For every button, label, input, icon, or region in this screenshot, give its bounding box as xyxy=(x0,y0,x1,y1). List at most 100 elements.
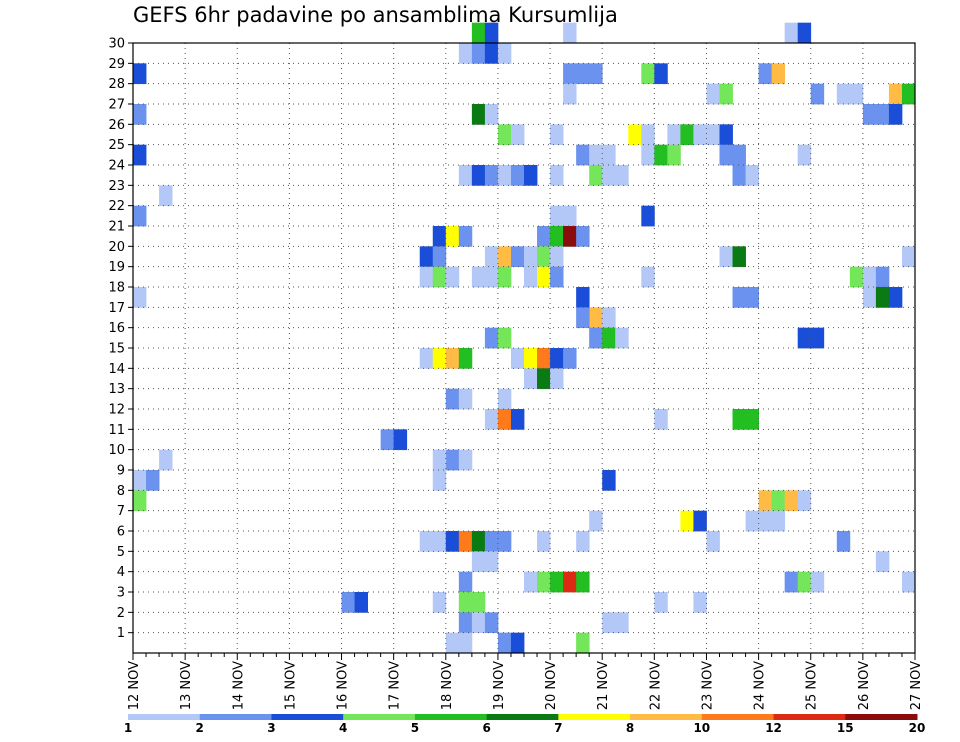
precip-cell xyxy=(133,104,147,125)
colorbar: 1 2 3 4 5 6 7 8 10 12 15 20 xyxy=(124,714,925,735)
precip-cell xyxy=(745,510,759,532)
precip-cell xyxy=(654,63,668,85)
precip-cell xyxy=(432,226,447,247)
precip-cell xyxy=(576,632,590,654)
y-tick-label: 21 xyxy=(108,220,125,235)
precip-cell xyxy=(745,409,759,430)
precip-cell xyxy=(432,531,447,552)
precip-cell xyxy=(458,348,473,369)
y-tick-label: 6 xyxy=(117,525,125,540)
precip-cell xyxy=(497,388,512,410)
precip-cell xyxy=(133,144,147,166)
precip-cell xyxy=(641,63,655,85)
precip-cell xyxy=(563,83,577,105)
precip-cell xyxy=(133,205,147,227)
precip-cell xyxy=(471,165,486,186)
cells-layer xyxy=(133,22,916,654)
precip-cell xyxy=(419,246,434,268)
precip-cell xyxy=(510,124,525,146)
precip-cell xyxy=(810,571,825,593)
colorbar-segment xyxy=(343,714,416,720)
precip-cell xyxy=(432,348,447,369)
precip-cell xyxy=(524,266,538,288)
precip-cell xyxy=(680,510,694,532)
precip-cell xyxy=(719,246,733,268)
colorbar-segment xyxy=(128,714,201,720)
precip-cell xyxy=(445,531,460,552)
precip-cell xyxy=(484,551,499,573)
precip-cell xyxy=(159,185,173,207)
x-tick-label: 25 NOV xyxy=(805,661,820,710)
colorbar-segment xyxy=(773,714,846,720)
precip-cell xyxy=(563,348,577,369)
precip-cell xyxy=(576,531,590,552)
precip-cell xyxy=(810,327,825,349)
precip-cell xyxy=(458,388,473,410)
y-tick-label: 24 xyxy=(108,159,125,174)
precip-cell xyxy=(432,246,447,268)
precip-cell xyxy=(471,592,486,613)
precip-cell xyxy=(524,368,538,390)
precip-cell xyxy=(589,144,603,166)
precip-cell xyxy=(537,226,551,247)
y-tick-label: 25 xyxy=(108,138,125,153)
y-tick-label: 3 xyxy=(117,586,125,601)
precip-cell xyxy=(758,490,773,512)
colorbar-segment xyxy=(414,714,488,720)
precip-cell xyxy=(133,63,147,85)
precip-cell xyxy=(484,165,499,186)
x-tick-label: 12 NOV xyxy=(127,661,142,710)
colorbar-segment xyxy=(845,714,918,720)
precip-cell xyxy=(771,510,786,532)
precip-cell xyxy=(589,327,603,349)
colorbar-label: 1 xyxy=(124,721,132,735)
x-tick-label: 15 NOV xyxy=(283,661,298,710)
x-tick-label: 18 NOV xyxy=(440,661,455,710)
precip-cell xyxy=(589,307,603,329)
precip-cell xyxy=(133,490,147,512)
colorbar-label: 15 xyxy=(837,721,854,735)
precip-cell xyxy=(471,22,486,44)
precip-cell xyxy=(784,571,799,593)
precip-cell xyxy=(641,124,655,146)
y-tick-label: 16 xyxy=(108,321,125,336)
precip-cell xyxy=(719,83,733,105)
precip-cell xyxy=(901,83,916,105)
precip-cell xyxy=(797,22,812,44)
grid-layer xyxy=(133,42,915,653)
colorbar-segment xyxy=(199,714,272,720)
colorbar-segment xyxy=(701,714,775,720)
y-axis: 1234567891011121314151617181920212223242… xyxy=(108,37,133,641)
precip-cell xyxy=(471,266,486,288)
precip-cell xyxy=(758,63,773,85)
precip-cell xyxy=(537,266,551,288)
precip-cell xyxy=(732,409,746,430)
x-tick-label: 14 NOV xyxy=(231,661,246,710)
precip-cell xyxy=(901,246,916,268)
precip-cell xyxy=(563,22,577,44)
precip-cell xyxy=(602,165,616,186)
precip-cell xyxy=(875,104,890,125)
precip-cell xyxy=(341,592,355,613)
precip-cell xyxy=(810,83,825,105)
precip-cell xyxy=(458,592,473,613)
precip-cell xyxy=(563,205,577,227)
precip-cell xyxy=(524,348,538,369)
y-tick-label: 18 xyxy=(108,281,125,296)
precip-cell xyxy=(393,429,408,451)
precip-cell xyxy=(445,388,460,410)
precip-cell xyxy=(680,124,694,146)
precip-cell xyxy=(510,632,525,654)
colorbar-segment xyxy=(486,714,559,720)
precip-cell xyxy=(862,287,877,308)
precip-cell xyxy=(510,348,525,369)
precip-cell xyxy=(693,592,707,613)
precip-cell xyxy=(458,226,473,247)
precip-cell xyxy=(445,266,460,288)
precip-cell xyxy=(589,165,603,186)
precip-cell xyxy=(510,165,525,186)
precip-cell xyxy=(732,287,746,308)
precip-cell xyxy=(550,571,564,593)
precip-cell xyxy=(471,551,486,573)
